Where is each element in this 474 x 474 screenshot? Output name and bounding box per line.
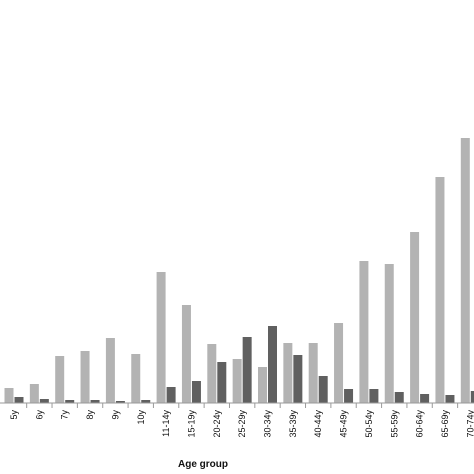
x-tick-label: 7y: [60, 410, 70, 420]
bar-series-1-6y: [29, 384, 39, 403]
x-tick-label: 15-19y: [186, 410, 196, 438]
bar-series-1-8y: [80, 351, 90, 403]
bar-series-2-60-64y: [420, 394, 430, 403]
bar-series-2-7y: [65, 400, 75, 403]
bar-series-2-70-74y: [470, 391, 474, 403]
bar-series-2-8y: [90, 400, 100, 403]
x-tick-label: 55-59y: [389, 410, 399, 438]
bar-series-1-7y: [55, 356, 65, 403]
bar-series-1-70-74y: [460, 138, 470, 403]
bar-series-2-20-24y: [217, 362, 227, 403]
x-axis-title: Age group: [178, 459, 228, 470]
bar-series-1-30-34y: [258, 367, 267, 403]
bar-series-1-5y: [4, 388, 14, 403]
x-tick-label: 50-54y: [364, 410, 374, 438]
bar-series-1-45-49y: [334, 323, 344, 403]
bar-series-1-65-69y: [435, 177, 445, 403]
bar-series-2-6y: [39, 399, 49, 403]
bar-series-1-60-64y: [410, 232, 420, 403]
x-tick-label: 10y: [136, 410, 146, 425]
bar-series-2-45-49y: [344, 389, 354, 403]
bar-series-2-9y: [115, 401, 125, 403]
bar-series-2-10y: [141, 400, 151, 403]
bar-series-2-65-69y: [445, 395, 455, 403]
x-tick-label: 25-29y: [237, 410, 247, 438]
bar-series-1-20-24y: [207, 344, 217, 403]
bar-series-1-25-29y: [232, 359, 242, 403]
bar-series-1-15-19y: [181, 305, 191, 403]
bar-series-1-10y: [131, 354, 141, 403]
bar-series-2-55-59y: [394, 392, 404, 403]
bars-layer: [4, 138, 474, 403]
bar-series-2-35-39y: [293, 355, 303, 403]
x-tick-label: 5y: [9, 410, 19, 420]
bar-series-1-55-59y: [384, 264, 394, 403]
bar-series-1-9y: [105, 338, 115, 403]
bar-series-1-40-44y: [308, 343, 318, 403]
x-ticks-layer: [26, 403, 459, 408]
x-tick-label: 30-34y: [263, 410, 273, 438]
x-tick-label: 70-74y: [465, 410, 474, 438]
bar-series-2-15-19y: [191, 381, 201, 403]
x-tick-label: 45-49y: [339, 410, 349, 438]
bar-series-1-35-39y: [283, 343, 293, 403]
bar-series-1-11-14y: [156, 272, 166, 403]
bar-series-2-30-34y: [268, 326, 277, 403]
x-tick-label: 20-24y: [212, 410, 222, 438]
bar-series-2-40-44y: [318, 376, 328, 403]
x-tick-labels-layer: 5y 6y 7y 8y 9y 10y 11-14y 15-19y 20-24y 25-29y 30-…: [9, 410, 474, 438]
x-tick-label: 11-14y: [161, 410, 171, 437]
bar-series-2-11-14y: [166, 387, 176, 403]
x-tick-label: 8y: [85, 410, 95, 420]
bar-series-1-50-54y: [359, 261, 369, 403]
x-tick-label: 9y: [110, 410, 120, 420]
x-tick-label: 65-69y: [440, 410, 450, 438]
x-tick-label: 40-44y: [313, 410, 323, 438]
x-tick-label: 6y: [34, 410, 44, 420]
bar-series-2-5y: [14, 397, 24, 403]
x-tick-label: 35-39y: [288, 410, 298, 438]
bar-series-2-50-54y: [369, 389, 379, 403]
bar-series-2-25-29y: [242, 337, 252, 403]
x-tick-label: 60-64y: [415, 410, 425, 438]
